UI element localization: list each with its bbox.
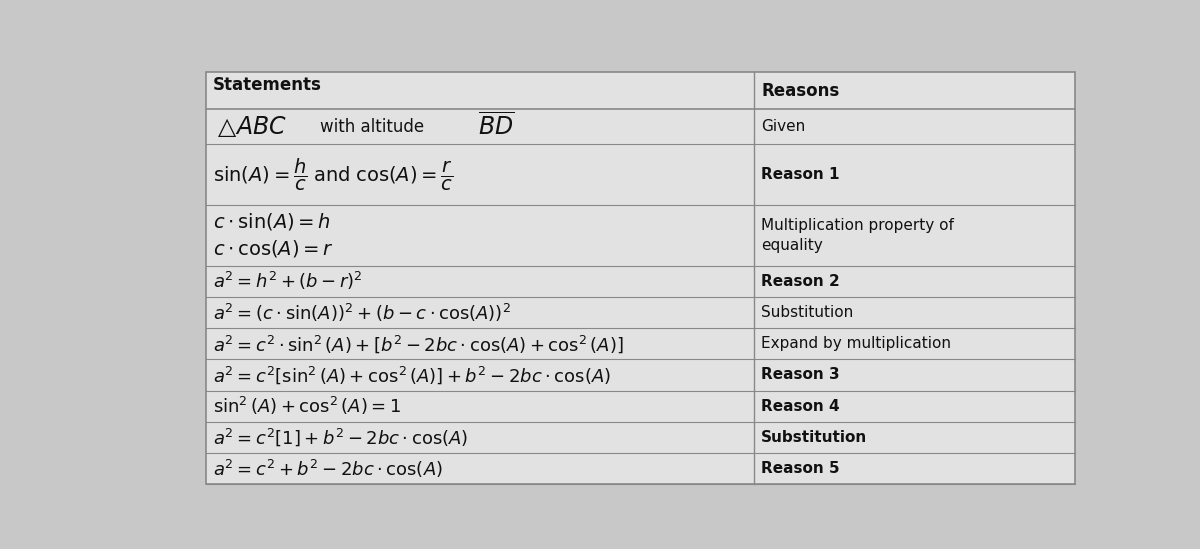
Text: $\triangle\!\mathit{ABC}$: $\triangle\!\mathit{ABC}$ [214, 114, 288, 139]
Text: $\sin^2(A) + \cos^2(A) = 1$: $\sin^2(A) + \cos^2(A) = 1$ [214, 395, 401, 417]
Text: Substitution: Substitution [761, 430, 868, 445]
Text: $a^2 = c^2[1] + b^2 - 2bc \cdot \cos(A)$: $a^2 = c^2[1] + b^2 - 2bc \cdot \cos(A)$ [214, 427, 468, 449]
Text: Multiplication property of
equality: Multiplication property of equality [761, 218, 954, 253]
Text: $c \cdot \mathrm{sin}(\mathit{A}) = h$: $c \cdot \mathrm{sin}(\mathit{A}) = h$ [214, 211, 331, 232]
Text: $\overline{\mathit{BD}}$: $\overline{\mathit{BD}}$ [479, 113, 515, 141]
Text: Expand by multiplication: Expand by multiplication [761, 336, 952, 351]
Text: $a^2 = c^2[\sin^2(A) + \cos^2(A)] + b^2 - 2bc \cdot \cos(A)$: $a^2 = c^2[\sin^2(A) + \cos^2(A)] + b^2 … [214, 364, 611, 386]
FancyBboxPatch shape [206, 72, 1075, 484]
Text: $a^2 = h^2 + (b - r)^2$: $a^2 = h^2 + (b - r)^2$ [214, 270, 362, 292]
Text: $a^2 = (c \cdot \sin(A))^2 + (b - c \cdot \cos(A))^2$: $a^2 = (c \cdot \sin(A))^2 + (b - c \cdo… [214, 301, 511, 323]
Text: Substitution: Substitution [761, 305, 853, 320]
Text: $\mathrm{sin}(\mathit{A}) = \dfrac{h}{c}$$\;\mathrm{and}\;$$\mathrm{cos}(\mathit: $\mathrm{sin}(\mathit{A}) = \dfrac{h}{c}… [214, 156, 454, 193]
Text: $c \cdot \mathrm{cos}(\mathit{A}) = r$: $c \cdot \mathrm{cos}(\mathit{A}) = r$ [214, 238, 334, 259]
Text: Reason 4: Reason 4 [761, 399, 840, 414]
Text: Reasons: Reasons [761, 82, 839, 100]
Text: Reason 1: Reason 1 [761, 167, 840, 182]
Text: Reason 2: Reason 2 [761, 274, 840, 289]
Text: with altitude: with altitude [320, 118, 425, 136]
Text: Reason 5: Reason 5 [761, 461, 840, 476]
Text: Given: Given [761, 119, 805, 135]
Text: $a^2 = c^2 \cdot \sin^2(A) + [b^2 - 2bc \cdot \cos(A) + \cos^2(A)]$: $a^2 = c^2 \cdot \sin^2(A) + [b^2 - 2bc … [214, 333, 624, 355]
Text: Reason 3: Reason 3 [761, 367, 840, 383]
Text: $a^2 = c^2 + b^2 - 2bc \cdot \cos(A)$: $a^2 = c^2 + b^2 - 2bc \cdot \cos(A)$ [214, 458, 443, 480]
Text: Statements: Statements [214, 76, 322, 94]
